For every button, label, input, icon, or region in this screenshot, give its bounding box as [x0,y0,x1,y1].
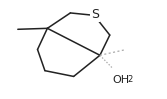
Text: S: S [91,8,99,21]
Text: 2: 2 [127,75,132,84]
Text: OH: OH [112,75,129,85]
